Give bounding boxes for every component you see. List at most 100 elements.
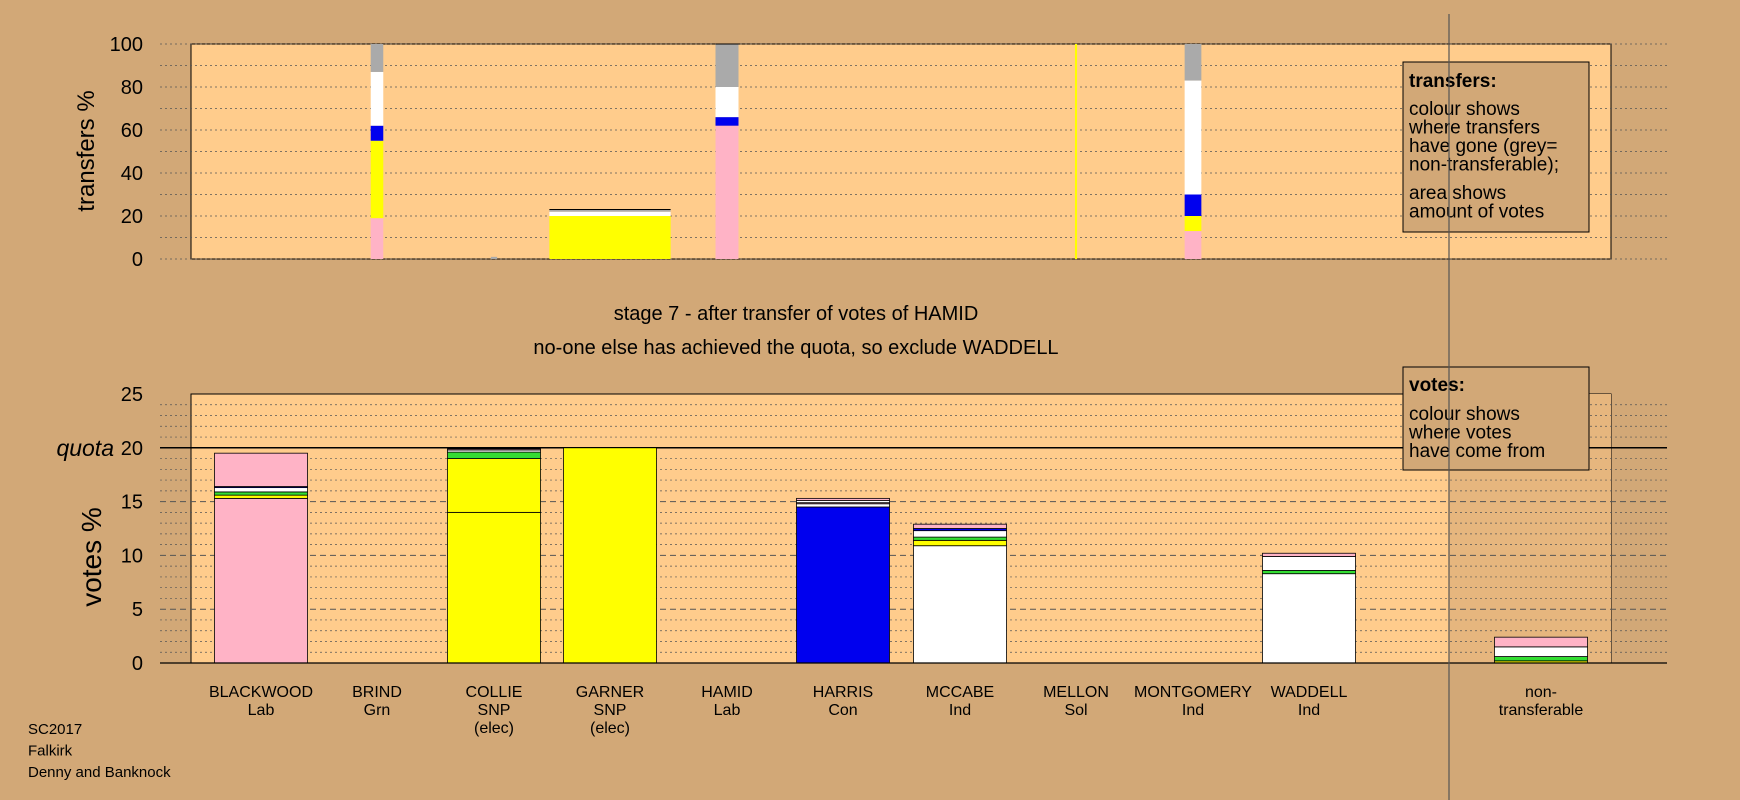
transfer-segment — [370, 71, 384, 126]
candidate-name: MCCABE — [926, 684, 994, 701]
candidate-note: (elec) — [590, 720, 630, 737]
quota-label: quota — [56, 435, 114, 461]
vote-segment — [214, 494, 308, 499]
vote-segment — [796, 503, 890, 508]
vote-segment — [1262, 570, 1356, 575]
transfer-segment — [715, 44, 739, 87]
candidate-name: HARRIS — [813, 684, 873, 701]
vote-segment — [563, 447, 657, 664]
footer-text: Denny and Banknock — [28, 764, 171, 781]
transfer-segment — [1184, 44, 1202, 81]
transfers-y-axis-title: transfers % — [73, 90, 100, 211]
vote-segment — [1262, 552, 1356, 557]
transfers-y-tick-label: 100 — [110, 34, 143, 56]
vote-segment — [447, 451, 541, 459]
nontransferable-segment — [1494, 656, 1588, 662]
transfers-legend-line: have gone (grey= — [1409, 136, 1557, 157]
votes-y-tick-label: 5 — [132, 599, 143, 621]
footer-text: SC2017 — [28, 721, 82, 738]
vote-segment — [913, 530, 1007, 538]
candidate-party: Grn — [364, 702, 391, 719]
votes-y-tick-label: 15 — [121, 492, 143, 514]
candidate-party: SNP — [594, 702, 627, 719]
candidate-name: BLACKWOOD — [209, 684, 313, 701]
transfers-y-tick-label: 0 — [132, 249, 143, 271]
candidate-party: Sol — [1064, 702, 1087, 719]
votes-y-tick-label: 10 — [121, 545, 143, 567]
vote-segment — [913, 536, 1007, 541]
candidate-party: Lab — [248, 702, 275, 719]
transfers-y-tick-label: 60 — [121, 120, 143, 142]
vote-segment — [214, 452, 308, 487]
transfer-segment — [715, 87, 739, 118]
votes-legend-title: votes: — [1409, 375, 1465, 396]
vote-segment — [447, 511, 541, 664]
vote-segment — [1262, 573, 1356, 664]
votes-y-tick-label: 0 — [132, 653, 143, 675]
candidate-name: HAMID — [701, 684, 753, 701]
stage-title: stage 7 - after transfer of votes of HAM… — [614, 303, 979, 325]
votes-legend-line: colour shows — [1409, 404, 1520, 425]
transfers-legend-line: amount of votes — [1409, 202, 1544, 223]
votes-legend-box — [1402, 366, 1590, 471]
vote-segment — [913, 545, 1007, 664]
transfer-segment — [490, 256, 498, 259]
vote-segment — [796, 506, 890, 664]
votes-y-tick-label: 20 — [121, 438, 143, 460]
nontransferable-label: non- — [1525, 684, 1557, 701]
candidate-party: Ind — [1298, 702, 1320, 719]
candidate-name: MONTGOMERY — [1134, 684, 1252, 701]
transfer-segment — [1184, 216, 1202, 232]
transfers-legend-title: transfers: — [1409, 71, 1497, 92]
transfer-segment — [370, 125, 384, 141]
vote-segment — [1262, 556, 1356, 571]
candidate-party: Ind — [949, 702, 971, 719]
transfer-segment — [715, 125, 739, 259]
candidate-party: SNP — [478, 702, 511, 719]
candidate-name: GARNER — [576, 684, 644, 701]
candidate-name: COLLIE — [466, 684, 523, 701]
footer-text: Falkirk — [28, 743, 73, 760]
transfer-segment — [549, 209, 671, 212]
votes-y-axis-title: votes % — [76, 507, 107, 607]
transfer-segment — [1184, 80, 1202, 195]
stage-subtitle: no-one else has achieved the quota, so e… — [533, 337, 1058, 359]
transfer-segment — [1184, 231, 1202, 259]
votes-legend-line: where votes — [1408, 423, 1511, 444]
votes-y-tick-label: 25 — [121, 384, 143, 406]
transfer-segment — [549, 211, 671, 216]
candidate-name: MELLON — [1043, 684, 1109, 701]
votes-legend-line: have come from — [1409, 441, 1545, 462]
transfers-legend-box — [1402, 61, 1590, 233]
transfers-y-tick-label: 40 — [121, 163, 143, 185]
transfers-y-tick-label: 20 — [121, 206, 143, 228]
transfer-segment — [370, 218, 384, 259]
vote-segment — [214, 487, 308, 493]
transfer-segment — [715, 117, 739, 126]
candidate-name: BRIND — [352, 684, 402, 701]
nontransferable-segment — [1494, 636, 1588, 648]
transfers-y-tick-label: 80 — [121, 77, 143, 99]
transfer-segment — [1184, 194, 1202, 216]
transfer-segment — [370, 140, 384, 219]
transfers-legend-line: where transfers — [1408, 118, 1540, 139]
transfers-legend-line: non-transferable); — [1409, 155, 1559, 176]
nontransferable-segment — [1494, 646, 1588, 657]
transfer-segment — [549, 216, 671, 259]
transfer-segment — [370, 44, 384, 72]
vote-segment — [913, 539, 1007, 547]
vote-segment — [913, 523, 1007, 529]
vote-segment — [214, 497, 308, 664]
transfers-legend-line: area shows — [1409, 183, 1506, 204]
candidate-party: Lab — [714, 702, 741, 719]
candidate-party: Con — [828, 702, 857, 719]
vote-segment — [214, 491, 308, 496]
votes-plot-area — [190, 393, 1612, 664]
candidate-note: (elec) — [474, 720, 514, 737]
vote-segment — [796, 497, 890, 501]
nontransferable-label: transferable — [1499, 702, 1584, 719]
transfer-segment — [1074, 44, 1078, 259]
candidate-party: Ind — [1182, 702, 1204, 719]
transfers-legend-line: colour shows — [1409, 99, 1520, 120]
